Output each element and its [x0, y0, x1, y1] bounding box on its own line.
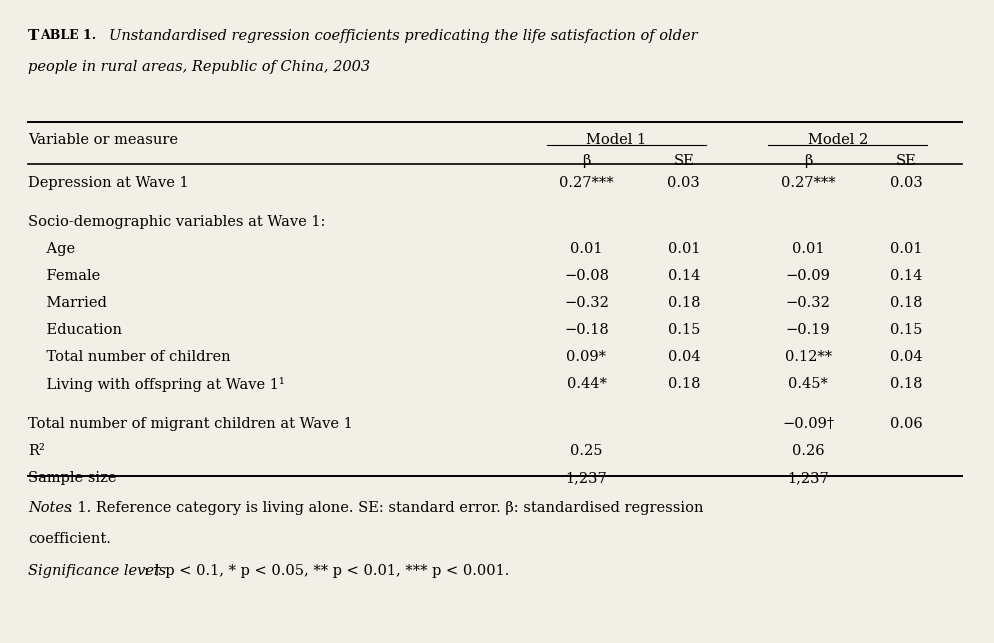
Text: Depression at Wave 1: Depression at Wave 1 — [28, 176, 189, 190]
Text: people in rural areas, Republic of China, 2003: people in rural areas, Republic of China… — [28, 60, 370, 74]
Text: 0.26: 0.26 — [792, 444, 824, 458]
Point — [921, 141, 933, 149]
Point — [541, 141, 553, 149]
Text: : † p < 0.1, * p < 0.05, ** p < 0.01, *** p < 0.001.: : † p < 0.1, * p < 0.05, ** p < 0.01, **… — [144, 564, 510, 578]
Text: Variable or measure: Variable or measure — [28, 133, 178, 147]
Text: −0.32: −0.32 — [564, 296, 609, 311]
Text: Total number of migrant children at Wave 1: Total number of migrant children at Wave… — [28, 417, 353, 431]
Text: 0.04: 0.04 — [668, 350, 700, 365]
Text: Socio-demographic variables at Wave 1:: Socio-demographic variables at Wave 1: — [28, 215, 325, 230]
Text: 0.12**: 0.12** — [784, 350, 832, 365]
Text: 0.03: 0.03 — [891, 176, 922, 190]
Text: −0.18: −0.18 — [564, 323, 609, 338]
Text: Model 2: Model 2 — [808, 133, 868, 147]
Text: Notes: Notes — [28, 501, 72, 515]
Text: ABLE 1.: ABLE 1. — [40, 29, 95, 42]
Text: Significance levels: Significance levels — [28, 564, 166, 578]
Text: 0.04: 0.04 — [891, 350, 922, 365]
Text: 0.25: 0.25 — [571, 444, 602, 458]
Text: Living with offspring at Wave 1¹: Living with offspring at Wave 1¹ — [28, 377, 284, 392]
Text: 0.15: 0.15 — [891, 323, 922, 338]
Text: 0.09*: 0.09* — [567, 350, 606, 365]
Text: 0.27***: 0.27*** — [781, 176, 835, 190]
Text: SE: SE — [674, 154, 694, 168]
Point — [762, 141, 774, 149]
Text: β: β — [804, 154, 812, 168]
Text: Unstandardised regression coefficients predicating the life satisfaction of olde: Unstandardised regression coefficients p… — [109, 29, 698, 43]
Text: Total number of children: Total number of children — [28, 350, 231, 365]
Text: −0.09†: −0.09† — [782, 417, 834, 431]
Text: −0.32: −0.32 — [785, 296, 831, 311]
Text: : 1. Reference category is living alone. SE: standard error. β: standardised reg: : 1. Reference category is living alone.… — [68, 501, 703, 515]
Text: β: β — [582, 154, 590, 168]
Text: R²: R² — [28, 444, 45, 458]
Text: 0.14: 0.14 — [668, 269, 700, 284]
Text: coefficient.: coefficient. — [28, 532, 110, 546]
Text: 0.01: 0.01 — [571, 242, 602, 257]
Text: 0.18: 0.18 — [891, 296, 922, 311]
Text: Female: Female — [28, 269, 100, 284]
Text: 0.01: 0.01 — [891, 242, 922, 257]
Text: Married: Married — [28, 296, 106, 311]
Text: 0.01: 0.01 — [792, 242, 824, 257]
Text: 0.06: 0.06 — [891, 417, 922, 431]
Text: 0.44*: 0.44* — [567, 377, 606, 392]
Text: Age: Age — [28, 242, 75, 257]
Text: Sample size: Sample size — [28, 471, 116, 485]
Text: SE: SE — [897, 154, 916, 168]
Text: −0.08: −0.08 — [564, 269, 609, 284]
Text: −0.19: −0.19 — [786, 323, 830, 338]
Text: 0.18: 0.18 — [668, 296, 700, 311]
Text: 0.45*: 0.45* — [788, 377, 828, 392]
Text: 0.14: 0.14 — [891, 269, 922, 284]
Text: −0.09: −0.09 — [785, 269, 831, 284]
Text: 0.15: 0.15 — [668, 323, 700, 338]
Text: 1,237: 1,237 — [566, 471, 607, 485]
Text: Model 1: Model 1 — [586, 133, 646, 147]
Text: 0.27***: 0.27*** — [560, 176, 613, 190]
Text: 1,237: 1,237 — [787, 471, 829, 485]
Text: 0.01: 0.01 — [668, 242, 700, 257]
Text: Education: Education — [28, 323, 122, 338]
Text: 0.18: 0.18 — [668, 377, 700, 392]
Point — [700, 141, 712, 149]
Text: 0.03: 0.03 — [668, 176, 700, 190]
Text: T: T — [28, 29, 39, 43]
Text: 0.18: 0.18 — [891, 377, 922, 392]
